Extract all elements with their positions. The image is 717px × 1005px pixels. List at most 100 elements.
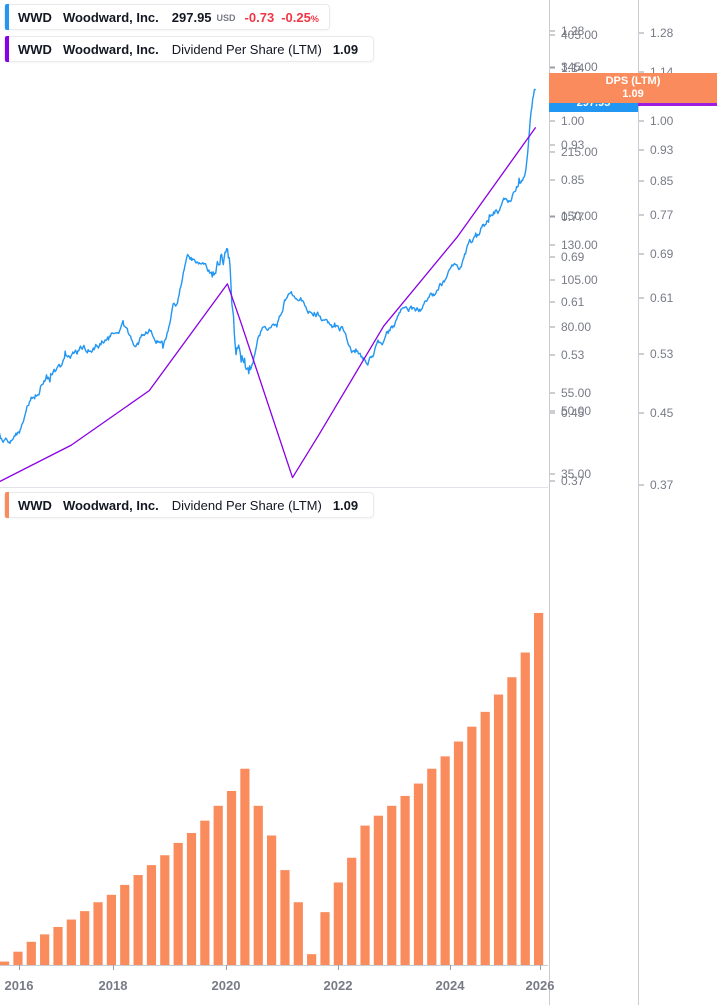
price-chart-panel[interactable] — [0, 0, 717, 488]
dps-bar[interactable] — [267, 835, 277, 965]
dps-bar[interactable] — [186, 833, 197, 965]
legend-dps-overlay[interactable]: WWD Woodward, Inc. Dividend Per Share (L… — [4, 36, 375, 62]
legend-dps-panel-description: Woodward, Inc. — [62, 497, 159, 513]
legend-price-last: 297.95 — [171, 9, 212, 25]
axis-tick-label: 1.00 — [561, 114, 585, 128]
axis-tick-label: 345.00 — [561, 60, 598, 74]
dps-overlay-value-axis[interactable]: 1.28 1.14 1.00 0.93 0.85 0.77 0.69 0.61 0.53 0.45… — [638, 0, 717, 1005]
axis-tick-label: 1.14 — [561, 61, 585, 75]
axis-tick-label: 0.93 — [650, 143, 674, 157]
dps-bar[interactable] — [507, 677, 517, 965]
axis-tick-label: 0.77 — [561, 210, 585, 224]
dps-bar[interactable] — [200, 820, 210, 965]
axis-tick-mark — [550, 66, 555, 68]
dps-bar[interactable] — [413, 783, 424, 965]
dps-plot-area[interactable] — [0, 488, 548, 1005]
legend-price-currency: USD — [216, 13, 236, 23]
legend-price[interactable]: WWD Woodward, Inc. 297.95 USD -0.73 -0.2… — [4, 4, 330, 30]
dps-bar[interactable] — [133, 875, 143, 965]
dps-bar[interactable] — [453, 741, 464, 965]
dps-panel-badge[interactable]: DPS (LTM) 1.09 — [549, 73, 717, 103]
dps-bar[interactable] — [480, 711, 490, 965]
axis-tick-label: 0.61 — [650, 291, 674, 305]
legend-dps-overlay-accent — [5, 36, 9, 62]
axis-tick-label: 405.00 — [561, 28, 598, 42]
dps-bar[interactable] — [80, 911, 90, 965]
dps-bar[interactable] — [387, 805, 397, 965]
axis-tick-label: 0.85 — [561, 173, 585, 187]
dps-panel-value-axis[interactable]: 1.28 1.14 1.00 0.93 0.85 0.77 0.69 0.61 0.53 0.45… — [549, 0, 717, 1005]
axis-tick-mark — [550, 392, 555, 394]
time-axis-tick — [540, 965, 541, 970]
axis-tick-mark — [639, 71, 644, 73]
axis-tick-mark — [639, 353, 644, 355]
dps-bar[interactable] — [66, 919, 76, 965]
dps-chart-panel[interactable] — [0, 488, 717, 1005]
time-axis-label: 2018 — [98, 978, 128, 993]
time-axis-line — [0, 965, 548, 966]
legend-price-change: -0.73 — [244, 9, 275, 25]
dps-bar[interactable] — [347, 857, 357, 965]
axis-tick-label: 0.37 — [650, 478, 674, 492]
dps-bar[interactable] — [240, 768, 250, 965]
axis-tick-mark — [639, 32, 644, 34]
dps-bar[interactable] — [13, 951, 23, 965]
time-axis-label: 2020 — [211, 978, 241, 993]
axis-tick-mark — [550, 410, 555, 412]
dps-bar[interactable] — [534, 612, 544, 965]
dps-bar[interactable] — [160, 855, 170, 965]
dps-bar[interactable] — [467, 726, 477, 965]
dps-bar[interactable] — [320, 912, 330, 965]
axis-tick-mark — [639, 412, 644, 414]
dps-bar[interactable] — [307, 954, 317, 965]
dps-bar[interactable] — [373, 815, 383, 965]
dps-bar[interactable] — [146, 865, 157, 965]
axis-tick-mark — [639, 120, 644, 122]
price-plot-area[interactable] — [0, 0, 548, 488]
dps-bar[interactable] — [520, 652, 530, 965]
dps-bar[interactable] — [400, 795, 410, 965]
dps-bar[interactable] — [40, 934, 50, 965]
dps-bar[interactable] — [120, 884, 130, 965]
axis-tick-mark — [639, 297, 644, 299]
dps-bar[interactable] — [0, 961, 10, 965]
dps-bar[interactable] — [253, 805, 263, 965]
axis-tick-mark — [550, 244, 555, 246]
time-axis-label: 2016 — [4, 978, 34, 993]
axis-tick-label: 1.28 — [561, 24, 585, 38]
legend-price-description: Woodward, Inc. — [62, 9, 159, 25]
dps-bar[interactable] — [26, 941, 36, 965]
dps-bar[interactable] — [106, 894, 116, 965]
dps-bar[interactable] — [213, 805, 223, 965]
axis-tick-label: 0.45 — [561, 406, 585, 420]
dps-bar[interactable] — [53, 926, 63, 965]
time-axis[interactable]: 2016 2018 2020 2022 2024 2026 — [0, 965, 717, 1005]
dps-bar[interactable] — [440, 756, 450, 965]
dps-bar[interactable] — [280, 870, 290, 965]
dps-bar[interactable] — [93, 902, 103, 965]
legend-dps-panel-metric: Dividend Per Share (LTM) — [171, 497, 322, 513]
legend-dps-panel[interactable]: WWD Woodward, Inc. Dividend Per Share (L… — [4, 492, 375, 518]
axis-tick-label: 55.00 — [561, 386, 592, 400]
axis-tick-mark — [550, 144, 555, 146]
dps-bar[interactable] — [226, 790, 237, 965]
dps-bar[interactable] — [293, 902, 303, 965]
legend-dps-panel-accent — [5, 492, 9, 518]
axis-tick-label: 0.45 — [650, 406, 674, 420]
dps-bar[interactable] — [333, 882, 343, 965]
dps-bar[interactable] — [360, 825, 370, 965]
dps-panel-axis-line — [549, 0, 550, 1005]
time-axis-tick — [113, 965, 114, 970]
axis-tick-label: 0.85 — [650, 174, 674, 188]
dps-bar[interactable] — [173, 842, 183, 965]
dps-bar[interactable] — [427, 768, 437, 965]
legend-dps-panel-ticker: WWD — [18, 497, 52, 513]
dps-bar[interactable] — [493, 694, 504, 965]
panel-divider — [0, 487, 548, 488]
axis-tick-label: 0.53 — [650, 347, 674, 361]
axis-tick-label: 0.93 — [561, 138, 585, 152]
time-axis-tick — [19, 965, 20, 970]
axis-tick-label: 80.00 — [561, 320, 592, 334]
axis-tick-mark — [550, 301, 555, 303]
